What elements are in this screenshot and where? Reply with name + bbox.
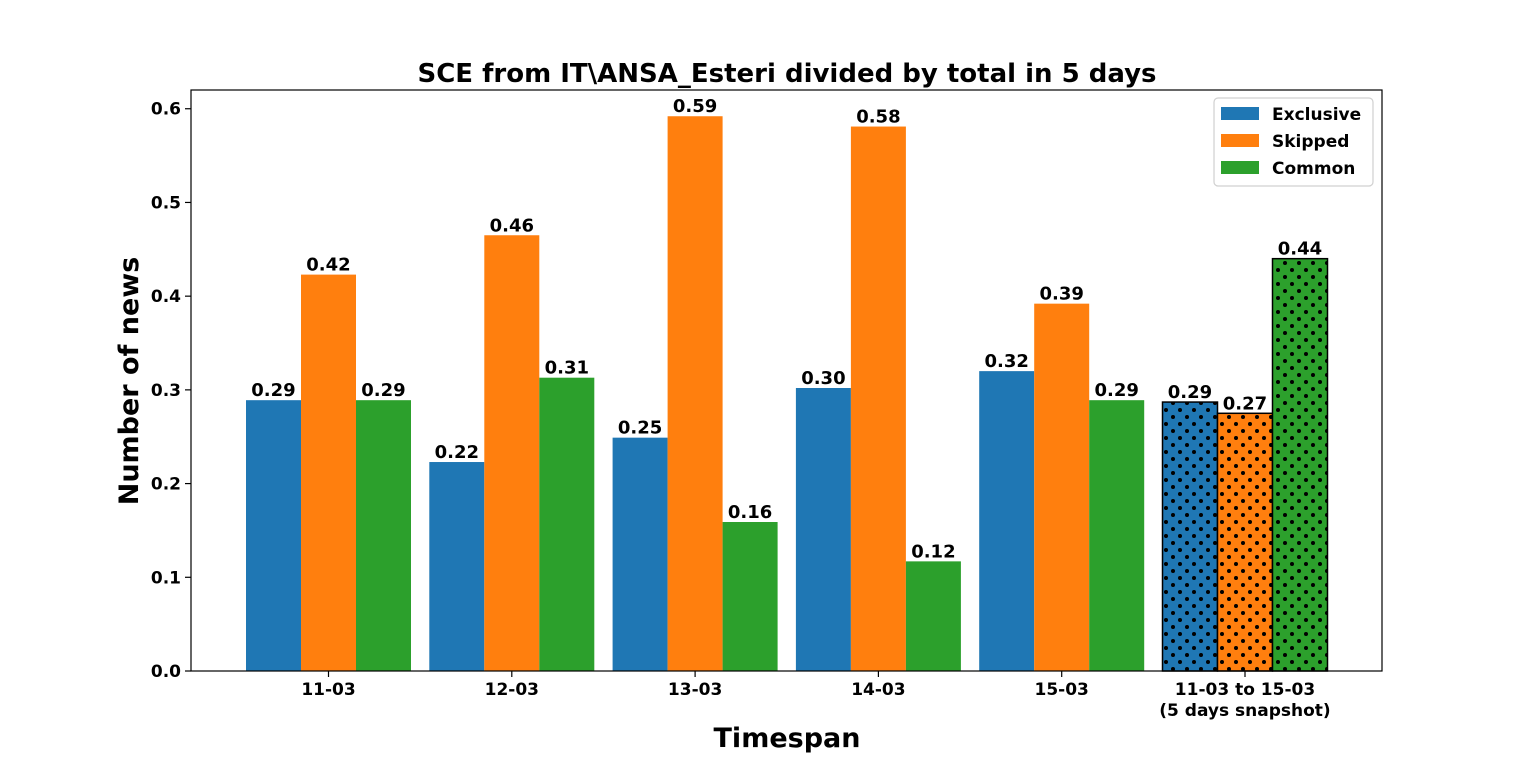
data-label-exclusive-0: 0.29 (251, 380, 295, 401)
bar-hatch-skipped-5 (1216, 412, 1274, 672)
data-label-exclusive-5: 0.29 (1168, 382, 1212, 403)
x-tick-label: 11-03 to 15-03 (5 days snapshot) (1159, 680, 1330, 721)
bar-skipped-0 (301, 274, 356, 671)
data-label-skipped-0: 0.42 (306, 255, 350, 276)
data-label-skipped-4: 0.39 (1039, 284, 1083, 305)
data-label-common-0: 0.29 (361, 380, 405, 401)
bar-exclusive-1 (429, 462, 485, 671)
data-label-common-5: 0.44 (1278, 239, 1322, 260)
data-label-common-4: 0.29 (1094, 380, 1138, 401)
y-tick-label: 0.2 (151, 475, 181, 495)
y-tick-label: 0.4 (151, 287, 181, 307)
bar-skipped-4 (1034, 303, 1090, 671)
data-label-exclusive-1: 0.22 (435, 442, 479, 463)
bar-common-2 (722, 522, 778, 671)
bar-skipped-1 (484, 235, 540, 671)
legend-swatch-skipped (1221, 134, 1259, 147)
x-tick-label: 11-03 (301, 680, 355, 700)
data-label-exclusive-3: 0.30 (801, 368, 845, 389)
plot-area-frame (190, 89, 1383, 672)
x-tick-label: 12-03 (485, 680, 539, 700)
data-label-skipped-5: 0.27 (1223, 393, 1267, 414)
y-tick-label: 0.0 (151, 662, 181, 682)
bar-skipped-3 (850, 126, 906, 672)
data-label-common-3: 0.12 (911, 541, 955, 562)
legend-swatch-exclusive (1221, 107, 1259, 120)
x-axis-label: Timespan (714, 723, 861, 754)
data-label-common-2: 0.16 (728, 502, 772, 523)
data-label-exclusive-2: 0.25 (618, 418, 662, 439)
bar-exclusive-2 (612, 437, 668, 671)
bar-common-0 (356, 400, 411, 671)
y-axis-label: Number of news (114, 257, 145, 506)
bar-common-1 (539, 377, 595, 671)
y-tick-label: 0.6 (151, 100, 181, 120)
y-axis: 0.0 0.1 0.2 0.3 0.4 0.5 0.6 (151, 100, 191, 682)
legend-label-common: Common (1272, 159, 1355, 179)
legend: Exclusive Skipped Common (1213, 97, 1374, 187)
x-tick-label: 15-03 (1035, 680, 1089, 700)
bars-layer (246, 116, 1329, 672)
data-label-skipped-3: 0.58 (856, 107, 900, 128)
bar-exclusive-0 (246, 400, 301, 671)
data-label-common-1: 0.31 (545, 358, 589, 379)
bar-hatch-common-5 (1271, 257, 1329, 672)
bar-exclusive-4 (979, 371, 1035, 671)
x-tick-label: 13-03 (668, 680, 722, 700)
bar-exclusive-3 (795, 387, 851, 671)
y-tick-label: 0.1 (151, 568, 181, 588)
chart-title: SCE from IT\ANSA_Esteri divided by total… (417, 59, 1156, 89)
bar-common-3 (905, 561, 961, 671)
legend-label-skipped: Skipped (1272, 132, 1349, 152)
data-labels: 0.29 0.22 0.25 0.30 0.32 0.29 0.42 0.46 0.59 0.58… (251, 96, 1322, 562)
bar-skipped-2 (667, 116, 723, 671)
data-label-exclusive-4: 0.32 (984, 351, 1028, 372)
legend-swatch-common (1221, 161, 1259, 174)
data-label-skipped-2: 0.59 (673, 96, 717, 117)
x-axis: 11-03 12-03 13-03 14-03 15-03 11-03 to 15-03(… (301, 671, 1331, 721)
y-tick-label: 0.5 (151, 193, 181, 213)
legend-label-exclusive: Exclusive (1272, 105, 1361, 125)
x-tick-label: 14-03 (851, 680, 905, 700)
bar-common-4 (1089, 400, 1145, 671)
bar-hatch-exclusive-5 (1161, 401, 1219, 672)
data-label-skipped-1: 0.46 (490, 215, 534, 236)
y-tick-label: 0.3 (151, 381, 181, 401)
